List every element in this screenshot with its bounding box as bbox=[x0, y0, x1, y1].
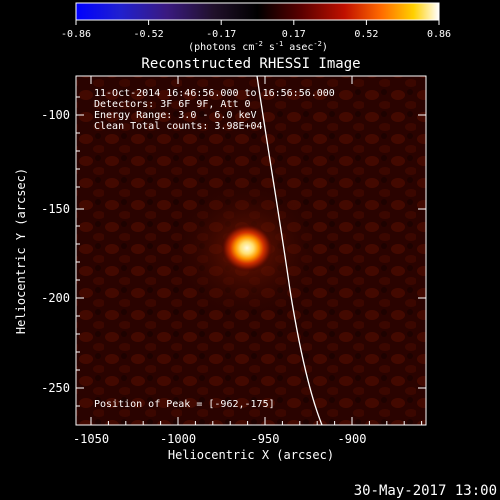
info-clean-counts: Clean Total counts: 3.98E+04 bbox=[94, 121, 263, 132]
x-axis-label: Heliocentric X (arcsec) bbox=[168, 448, 334, 462]
x-tick-1: -1000 bbox=[160, 432, 196, 446]
info-energy-range: Energy Range: 3.0 - 6.0 keV bbox=[94, 110, 257, 121]
info-annotations: 11-Oct-2014 16:46:56.000 to 16:56:56.000… bbox=[94, 88, 335, 410]
info-peak-position: Position of Peak = [-962,-175] bbox=[94, 399, 275, 410]
x-tick-2: -950 bbox=[251, 432, 280, 446]
y-tick-3: -250 bbox=[41, 381, 70, 395]
plot-title: Reconstructed RHESSI Image bbox=[141, 56, 360, 72]
solar-limb-curve bbox=[256, 76, 323, 425]
colorbar: -0.86 -0.52 -0.17 0.17 0.52 0.86 (photon… bbox=[61, 2, 451, 53]
plot-frame bbox=[75, 75, 427, 426]
y-tick-0: -100 bbox=[41, 108, 70, 122]
flare-source-blob bbox=[221, 224, 273, 272]
axis-ticks bbox=[76, 76, 426, 425]
image-panel bbox=[76, 76, 426, 425]
y-tick-1: -150 bbox=[41, 202, 70, 216]
colorbar-tick-4: 0.52 bbox=[354, 29, 378, 40]
colorbar-tick-0: -0.86 bbox=[61, 29, 91, 40]
y-tick-2: -200 bbox=[41, 291, 70, 305]
colorbar-tick-1: -0.52 bbox=[134, 29, 164, 40]
colorbar-gradient bbox=[75, 2, 440, 21]
info-time-range: 11-Oct-2014 16:46:56.000 to 16:56:56.000 bbox=[94, 88, 335, 99]
colorbar-units: (photons cm-2 s-1 asec-2) bbox=[188, 40, 328, 53]
timestamp: 30-May-2017 13:00 bbox=[354, 483, 497, 499]
x-tick-0: -1050 bbox=[73, 432, 109, 446]
x-tick-3: -900 bbox=[338, 432, 367, 446]
colorbar-tick-2: -0.17 bbox=[206, 29, 236, 40]
colorbar-tick-3: 0.17 bbox=[282, 29, 306, 40]
info-detectors: Detectors: 3F 6F 9F, Att 0 bbox=[94, 99, 251, 110]
colorbar-tick-5: 0.86 bbox=[427, 29, 451, 40]
y-axis-label: Heliocentric Y (arcsec) bbox=[14, 168, 28, 334]
